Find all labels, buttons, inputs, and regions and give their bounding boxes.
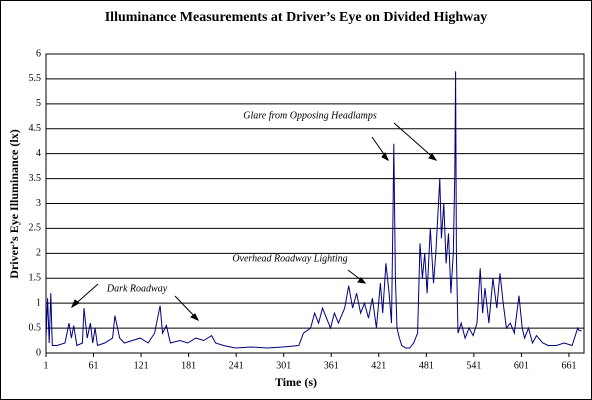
x-tick-label: 61 (89, 360, 99, 371)
x-tick-label: 481 (419, 360, 434, 371)
plot-frame (45, 53, 585, 354)
x-tick-label: 1 (44, 360, 49, 371)
x-tick-label: 421 (371, 360, 386, 371)
annotation: Overhead Roadway Lighting (232, 253, 347, 264)
y-tick-label: 1 (36, 297, 41, 308)
annotation: Glare from Opposing Headlamps (243, 110, 377, 121)
x-tick-label: 541 (466, 360, 481, 371)
y-tick-label: 0.5 (29, 322, 42, 333)
x-tick-label: 601 (514, 360, 529, 371)
y-tick-label: 5.5 (29, 73, 42, 84)
y-tick-label: 2.5 (29, 223, 42, 234)
y-tick-label: 3 (36, 198, 41, 209)
y-tick-label: 4.5 (29, 123, 42, 134)
y-tick-label: 6 (36, 48, 41, 59)
x-tick-label: 361 (324, 360, 339, 371)
x-tick-label: 181 (181, 360, 196, 371)
y-tick-label: 1.5 (29, 273, 42, 284)
x-tick-label: 661 (561, 360, 576, 371)
y-tick-label: 0 (36, 347, 41, 358)
data-line (45, 71, 582, 349)
y-tick-label: 3.5 (29, 173, 42, 184)
x-tick-label: 301 (276, 360, 291, 371)
annotation: Dark Roadway (106, 283, 168, 294)
annotation-arrows (70, 122, 438, 321)
x-tick-label: 121 (134, 360, 149, 371)
chart-title: Illuminance Measurements at Driver’s Eye… (105, 10, 488, 25)
y-tick-label: 5 (36, 98, 41, 109)
y-tick-label: 4 (36, 148, 41, 159)
y-axis-label: Driver’s Eye Illuminance (lx) (7, 129, 21, 278)
x-tick-label: 241 (229, 360, 244, 371)
x-axis-label: Time (s) (275, 375, 317, 389)
y-tick-label: 2 (36, 248, 41, 259)
